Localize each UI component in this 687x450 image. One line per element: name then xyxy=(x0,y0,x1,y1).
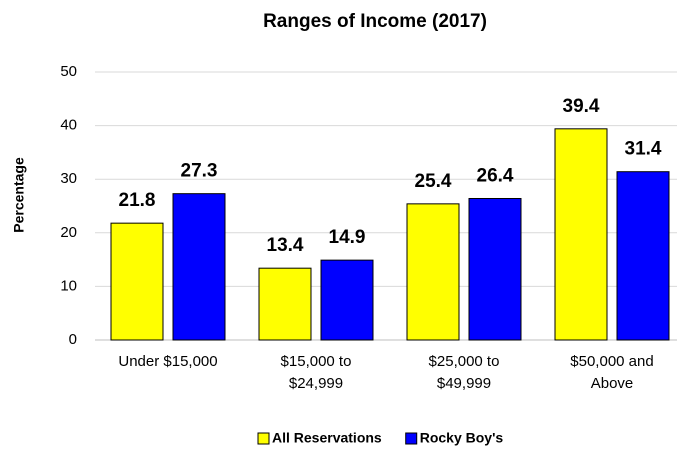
bar xyxy=(172,193,226,341)
chart-title: Ranges of Income (2017) xyxy=(263,11,487,32)
data-label: 25.4 xyxy=(415,171,452,192)
bar xyxy=(554,128,608,341)
bar xyxy=(320,259,374,341)
x-tick-label: Under $15,000 xyxy=(118,353,217,370)
y-tick-label: 0 xyxy=(69,331,77,348)
legend-label: Rocky Boy's xyxy=(420,430,504,446)
data-label: 13.4 xyxy=(267,235,304,256)
y-tick-label: 30 xyxy=(60,170,77,187)
legend-swatch xyxy=(257,432,270,445)
bar xyxy=(468,197,522,341)
data-label: 31.4 xyxy=(625,139,662,160)
data-label: 26.4 xyxy=(477,166,514,187)
data-label: 27.3 xyxy=(181,161,218,182)
legend-label: All Reservations xyxy=(272,430,382,446)
y-tick-label: 40 xyxy=(60,117,77,134)
bar xyxy=(616,171,670,341)
x-tick-label: $50,000 and Above xyxy=(570,353,653,392)
y-tick-label: 20 xyxy=(60,224,77,241)
data-label: 14.9 xyxy=(329,227,366,248)
y-tick-label: 10 xyxy=(60,277,77,294)
y-tick-label: 50 xyxy=(60,63,77,80)
bar xyxy=(406,203,460,341)
bar xyxy=(258,267,312,341)
x-tick-label: $25,000 to $49,999 xyxy=(429,353,500,392)
y-axis-title: Percentage xyxy=(11,157,27,233)
legend-swatch xyxy=(405,432,418,445)
data-label: 21.8 xyxy=(119,190,156,211)
data-label: 39.4 xyxy=(563,96,600,117)
bar xyxy=(110,222,164,341)
x-tick-label: $15,000 to $24,999 xyxy=(281,353,352,392)
